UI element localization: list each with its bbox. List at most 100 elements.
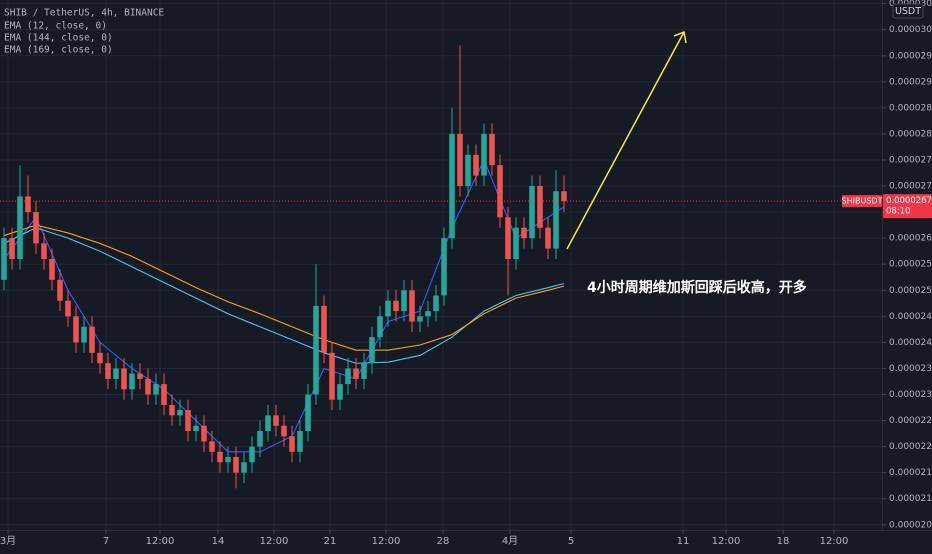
candle-body <box>537 186 543 228</box>
x-tick-label: 12:00 <box>712 536 741 547</box>
candle-body <box>529 186 535 239</box>
y-tick-label: 0.00002850 <box>889 103 932 113</box>
candle-body <box>409 290 415 322</box>
y-tick-label: 0.00002550 <box>889 260 932 270</box>
price-box <box>883 194 932 219</box>
candle-body <box>265 415 271 431</box>
legend-entry: EMA (144, close, 0) <box>4 33 113 44</box>
y-tick-label: 0.00002400 <box>889 338 932 348</box>
candle-body <box>113 368 119 379</box>
candle-body <box>281 425 287 437</box>
legend-entry: EMA (12, close, 0) <box>4 21 107 32</box>
legend-entry: EMA (169, close, 0) <box>4 45 113 56</box>
candle-body <box>377 316 383 338</box>
x-tick-label: 11 <box>677 536 690 547</box>
candle-body <box>25 196 31 213</box>
x-tick-label: 18 <box>777 536 790 547</box>
candle-body <box>57 279 63 301</box>
x-tick-label: 5 <box>568 536 574 547</box>
candle-body <box>201 425 207 442</box>
candle-body <box>1 238 7 280</box>
candle-body <box>457 133 463 187</box>
candle-body <box>273 415 279 426</box>
candle-body <box>177 410 183 416</box>
x-tick-label: 7 <box>103 536 109 547</box>
candle-body <box>89 326 95 353</box>
currency-label: USDT <box>895 6 921 17</box>
candle-body <box>481 133 487 176</box>
candle-body <box>361 363 367 379</box>
candle-body <box>553 191 559 249</box>
y-tick-label: 0.00002250 <box>889 416 932 426</box>
candle-body <box>313 305 319 395</box>
symbol-label: SHIB / TetherUS, 4h, BINANCE <box>4 8 164 19</box>
candle-body <box>97 352 103 364</box>
candle-body <box>505 217 511 260</box>
candle-body <box>73 316 79 343</box>
candle-body <box>257 430 263 447</box>
legend: SHIB / TetherUS, 4h, BINANCE <box>4 8 164 19</box>
y-tick-label: 0.00002200 <box>889 442 932 452</box>
ema-line <box>3 224 565 351</box>
x-tick-label: 14 <box>212 536 225 547</box>
candle-body <box>353 368 359 379</box>
candle-body <box>33 212 39 244</box>
currency-box <box>892 3 924 19</box>
candle-body <box>289 436 295 452</box>
y-tick-label: 0.00002300 <box>889 390 932 400</box>
y-tick-label: 0.00002100 <box>889 494 932 504</box>
y-tick-label: 0.00002050 <box>889 520 932 530</box>
candle-body <box>17 196 23 260</box>
x-tick-label: 12:00 <box>260 536 289 547</box>
price-label: 0.00002671 <box>886 196 932 206</box>
candle-body <box>233 457 239 473</box>
candle-body <box>465 154 471 187</box>
candle-body <box>425 311 431 317</box>
candle-body <box>321 305 327 353</box>
candle-body <box>249 446 255 463</box>
y-tick-label: 0.00002700 <box>889 182 932 192</box>
y-tick-label: 0.00002800 <box>889 129 932 139</box>
candle-body <box>329 352 335 400</box>
candle-body <box>489 133 495 166</box>
y-tick-label: 0.00002750 <box>889 155 932 165</box>
candle-body <box>401 290 407 312</box>
candle-body <box>81 326 87 343</box>
candle-body <box>209 441 215 452</box>
ema-line <box>3 227 565 364</box>
candle-body <box>137 373 143 379</box>
x-tick-label: 12:00 <box>146 536 175 547</box>
symbol-box <box>842 195 882 208</box>
x-tick-label: 4月 <box>502 535 518 547</box>
candle-body <box>217 451 223 463</box>
y-tick-label: 0.00002950 <box>889 51 932 61</box>
candle-body <box>41 243 47 260</box>
candle-body <box>305 394 311 431</box>
x-tick-label: 12:00 <box>820 536 849 547</box>
y-tick-label: 0.00002350 <box>889 364 932 374</box>
symbol-tag: SHIBUSDT <box>842 197 883 206</box>
candle-body <box>129 373 135 390</box>
candle-body <box>241 462 247 473</box>
candle-body <box>161 384 167 405</box>
candle-body <box>225 457 231 463</box>
candles <box>1 45 567 489</box>
y-tick-label: 0.00002600 <box>889 234 932 244</box>
x-tick-label: 28 <box>437 536 450 547</box>
candle-body <box>369 337 375 364</box>
candle-body <box>193 425 199 431</box>
candle-body <box>153 384 159 395</box>
annotation: 4小时周期维加斯回踩后收高，开多 <box>587 279 807 296</box>
y-tick-label: 0.00002900 <box>889 77 932 87</box>
y-tick-label: 0.00002450 <box>889 312 932 322</box>
candle-body <box>441 238 447 296</box>
candle-body <box>297 430 303 452</box>
candle-body <box>185 410 191 431</box>
y-tick-label: 0.00002150 <box>889 468 932 478</box>
legend-entries: EMA (12, close, 0)EMA (144, close, 0)EMA… <box>4 21 113 56</box>
y-tick-label: 0.00003000 <box>889 25 932 35</box>
candle-body <box>49 259 55 280</box>
